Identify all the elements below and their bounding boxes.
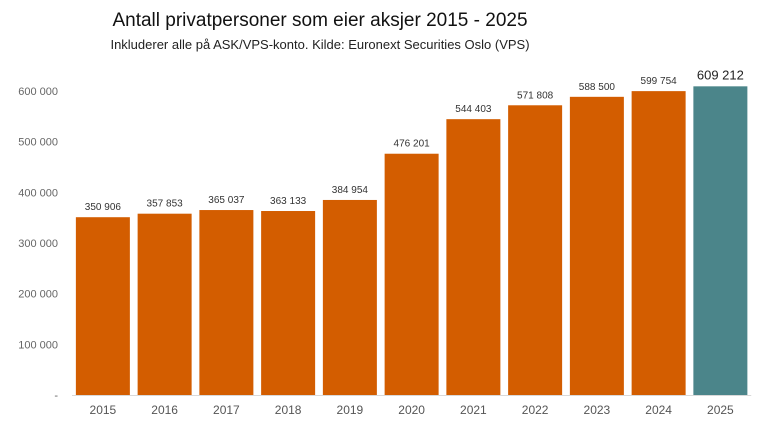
y-tick-label: 400 000	[18, 187, 58, 199]
y-tick-label: 200 000	[18, 289, 58, 301]
y-tick-label: -	[54, 390, 58, 402]
x-tick-label: 2020	[398, 403, 425, 417]
data-label-2020: 476 201	[394, 139, 431, 150]
x-tick-label: 2015	[90, 403, 117, 417]
bar-2017	[199, 210, 254, 395]
data-label-2024: 599 754	[641, 76, 678, 87]
bar-2021	[446, 119, 501, 396]
y-tick-label: 300 000	[18, 238, 58, 250]
x-tick-label: 2023	[584, 403, 611, 417]
data-label-2018: 363 133	[270, 196, 307, 207]
bar-2016	[137, 213, 192, 395]
bars: 350 906 357 853 365 037 363 133 384 954 476 2…	[75, 67, 748, 396]
data-label-2025: 609 212	[697, 67, 744, 82]
x-tick-label: 2021	[460, 403, 487, 417]
x-tick-label: 2025	[707, 403, 734, 417]
data-label-2022: 571 808	[517, 90, 554, 101]
bar-2025	[693, 86, 748, 396]
data-label-2017: 365 037	[208, 195, 245, 206]
data-label-2021: 544 403	[455, 104, 492, 115]
x-axis: 2015 2016 2017 2018 2019 2020 2021 2022 2023 2024…	[72, 395, 752, 417]
bar-2018	[261, 211, 316, 395]
y-tick-label: 600 000	[18, 86, 58, 98]
x-tick-label: 2016	[151, 403, 178, 417]
y-tick-label: 100 000	[18, 339, 58, 351]
chart-subtitle: Inkluderer alle på ASK/VPS-konto. Kilde:…	[110, 37, 530, 52]
x-tick-label: 2024	[645, 403, 672, 417]
bar-2022	[508, 105, 563, 396]
x-tick-label: 2019	[337, 403, 364, 417]
x-tick-label: 2022	[522, 403, 549, 417]
data-label-2015: 350 906	[85, 202, 122, 213]
x-tick-label: 2018	[275, 403, 302, 417]
bar-2015	[75, 217, 130, 395]
x-tick-label: 2017	[213, 403, 240, 417]
data-label-2023: 588 500	[579, 82, 616, 93]
data-label-2016: 357 853	[147, 199, 184, 210]
bar-2019	[322, 199, 377, 395]
data-label-2019: 384 954	[332, 185, 369, 196]
chart-title: Antall privatpersoner som eier aksjer 20…	[112, 10, 528, 31]
bar-2024	[631, 91, 686, 396]
y-tick-label: 500 000	[18, 137, 58, 149]
bar-2020	[384, 153, 439, 395]
bar-2023	[569, 96, 624, 396]
y-axis: - 100 000 200 000 300 000 400 000 500 000 600 …	[18, 86, 58, 402]
